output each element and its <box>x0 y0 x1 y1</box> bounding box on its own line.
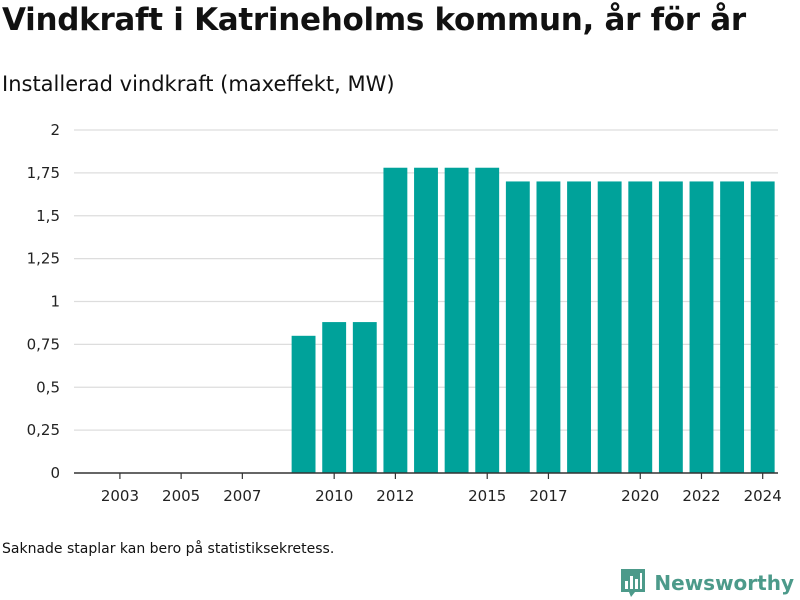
x-tick-label: 2003 <box>101 487 139 505</box>
bar-2016 <box>505 181 530 473</box>
y-tick-label: 0,5 <box>36 378 60 396</box>
x-tick-label: 2020 <box>621 487 659 505</box>
bar-2017 <box>536 181 561 473</box>
x-tick-label: 2010 <box>315 487 353 505</box>
bar-2022 <box>689 181 714 473</box>
y-tick-label: 1,75 <box>27 164 60 182</box>
x-tick-label: 2015 <box>468 487 506 505</box>
x-tick-label: 2017 <box>529 487 567 505</box>
y-tick-label: 1,5 <box>36 207 60 225</box>
bar-chart: 0 0,25 0,5 0,75 1 1,25 1,5 1,75 2 2003 2005 2007 201… <box>27 121 782 505</box>
bar-2010 <box>322 322 347 473</box>
y-tick-label: 0 <box>50 464 60 482</box>
bar-2012 <box>383 167 408 474</box>
y-tick-label: 0,75 <box>27 335 60 353</box>
bar-2023 <box>720 181 745 473</box>
bar-2024 <box>750 181 775 473</box>
x-tick-label: 2022 <box>682 487 720 505</box>
brand-name: Newsworthy <box>654 571 794 595</box>
chart-title: Vindkraft i Katrineholms kommun, år för … <box>2 2 746 38</box>
x-tick-label: 2007 <box>223 487 261 505</box>
bar-2011 <box>352 322 377 473</box>
bar-2019 <box>597 181 622 473</box>
chart-subtitle: Installerad vindkraft (maxeffekt, MW) <box>2 72 395 96</box>
bar-chart-logo-icon <box>621 569 646 597</box>
y-tick-label: 1,25 <box>27 250 60 268</box>
y-tick-label: 0,25 <box>27 421 60 439</box>
y-tick-label: 1 <box>50 293 60 311</box>
y-tick-label: 2 <box>50 121 60 139</box>
bar-2009 <box>291 335 316 473</box>
bar-2020 <box>628 181 653 473</box>
x-tick-label: 2012 <box>376 487 414 505</box>
x-tick-label: 2005 <box>162 487 200 505</box>
x-tick-label: 2024 <box>744 487 782 505</box>
bar-2018 <box>567 181 591 473</box>
bar-2015 <box>475 167 500 474</box>
bar-2014 <box>444 167 469 474</box>
bar-2013 <box>414 167 438 474</box>
bar-2021 <box>658 181 683 473</box>
brand-logo: Newsworthy <box>620 568 794 598</box>
footnote: Saknade staplar kan bero på statistiksek… <box>2 541 335 557</box>
